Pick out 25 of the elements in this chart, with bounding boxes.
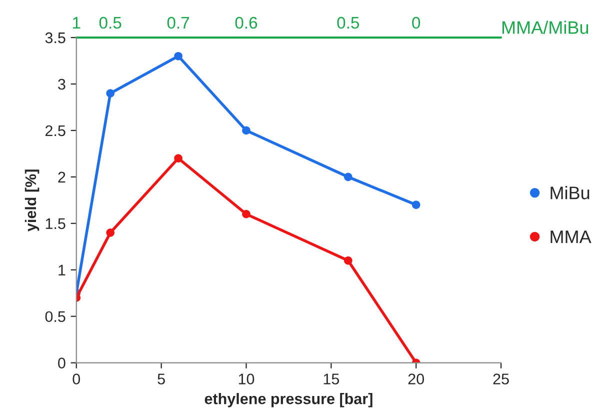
y-axis-title: yield [%] (24, 170, 40, 232)
y-tick-label: 2 (58, 172, 66, 182)
y-tick-label: 1.5 (46, 218, 66, 230)
x-tick-label: 5 (158, 374, 165, 384)
annotation: 0 (412, 16, 420, 29)
y-tick-label: 2.5 (45, 125, 66, 136)
y-tick-label: 3 (58, 78, 66, 90)
ref-line-label: MMA/MiBu (502, 20, 588, 34)
annotation: 0.5 (337, 16, 360, 29)
annotation: 0.7 (167, 16, 190, 29)
annotation: 0.5 (99, 16, 122, 29)
annotation: 0.6 (235, 16, 258, 29)
legend-label: MiBu (550, 186, 590, 200)
y-tick-label: 0 (58, 358, 66, 368)
annotation: 1 (73, 17, 80, 29)
y-tick-label: 1 (58, 264, 66, 276)
y-tick-label: 3.5 (45, 32, 66, 44)
x-tick-label: 15 (324, 374, 340, 384)
y-tick-label: 0.5 (45, 311, 66, 322)
x-tick-label: 10 (238, 374, 254, 384)
x-axis-title: ethylene pressure [bar] (204, 393, 372, 408)
legend-label: MMA (550, 230, 592, 244)
x-tick-label: 25 (493, 374, 509, 384)
x-tick-label: 20 (408, 374, 424, 384)
x-tick-label: 0 (72, 374, 80, 384)
